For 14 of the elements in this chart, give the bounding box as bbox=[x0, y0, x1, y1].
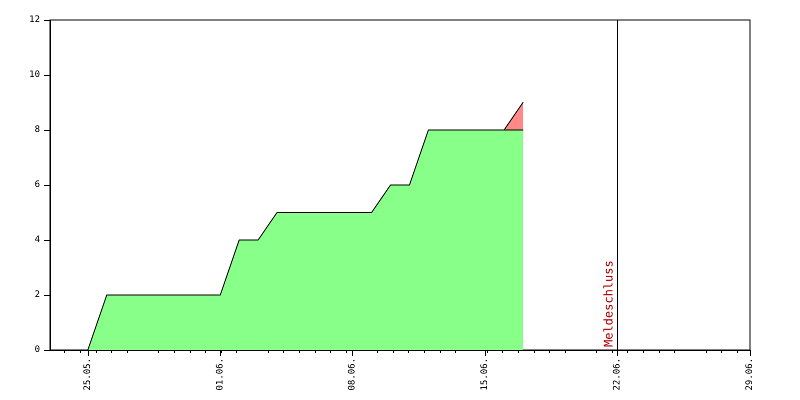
y-tick-label: 6 bbox=[34, 180, 40, 190]
x-tick-label: 01.06. bbox=[215, 358, 226, 391]
x-tick-label: 08.06. bbox=[348, 358, 358, 391]
y-tick-label: 2 bbox=[34, 290, 40, 300]
ref-line-label: Meldeschluss bbox=[602, 260, 616, 347]
x-tick-label: 29.06. bbox=[745, 358, 755, 391]
x-tick-label: 22.06. bbox=[612, 358, 623, 391]
y-tick-label: 10 bbox=[29, 70, 40, 80]
y-tick-label: 8 bbox=[34, 125, 40, 135]
y-tick-label: 0 bbox=[34, 345, 40, 355]
x-tick-label: 25.05. bbox=[82, 358, 93, 391]
y-tick-label: 4 bbox=[34, 235, 40, 245]
x-tick-label: 15.06. bbox=[480, 358, 490, 391]
y-tick-label: 12 bbox=[29, 15, 40, 25]
